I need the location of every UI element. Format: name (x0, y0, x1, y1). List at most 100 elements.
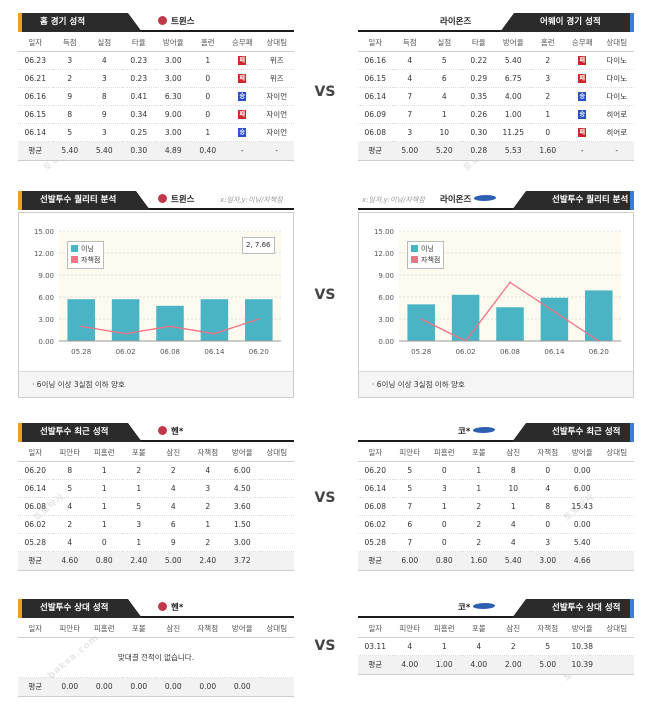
column-header: 포볼 (461, 444, 496, 462)
left-team-name: 트윈스 (158, 15, 194, 27)
table-cell: 0 (427, 461, 462, 480)
table-cell: 3 (427, 479, 462, 498)
average-cell (599, 655, 634, 674)
column-header: 상대팀 (599, 34, 634, 52)
table-cell (259, 461, 294, 480)
table-cell: 03.11 (358, 637, 393, 656)
y-tick-label: 9.00 (378, 272, 394, 280)
chart-legend: 이닝 자책점 (407, 241, 445, 269)
average-row: 평균 0.00 0.00 0.00 0.00 0.00 0.00 (18, 677, 294, 696)
table-cell: 4 (52, 497, 87, 516)
column-header: 상대팀 (259, 34, 294, 52)
table-cell: 0.25 (121, 123, 156, 142)
column-header: 일자 (358, 444, 393, 462)
y-tick-label: 9.00 (38, 272, 54, 280)
chart-canvas: 15.00 12.00 9.00 6.00 3.00 0.00 05.28 06.02 06.0… (374, 228, 621, 356)
table-cell: 9 (87, 105, 122, 124)
table-cell: 다이노 (599, 87, 634, 106)
average-cell (259, 677, 294, 696)
column-header: 득점 (392, 34, 427, 52)
vs-label: VS (314, 287, 336, 303)
column-header: 타율 (461, 34, 496, 52)
table-cell: 1 (427, 105, 462, 124)
table-cell: 0 (427, 515, 462, 534)
right-h2h-table: 일자 피안타 피홈런 포볼 삼진 자책점 방어율 상대팀 03.11 4 1 4 2 5 10.38 평균 4.… (358, 620, 634, 675)
table-cell: 0 (190, 105, 225, 124)
average-cell: 5.53 (496, 141, 531, 160)
table-cell: 0.23 (121, 51, 156, 70)
table-cell: 4.00 (496, 87, 531, 106)
table-cell: 4 (392, 637, 427, 656)
table-cell: 0.34 (121, 105, 156, 124)
left-recent-table: 일자 피안타 피홈런 포볼 삼진 자책점 방어율 상대팀 06.20 8 1 2 2 4 6.00 06.14… (18, 444, 294, 571)
win-badge: 승 (578, 92, 587, 101)
chart-comment: · 6이닝 이상 3실점 이하 양호 (19, 371, 293, 397)
table-cell: 3.00 (225, 533, 260, 552)
table-cell: 3.00 (156, 123, 191, 142)
average-cell: 5.40 (496, 551, 531, 570)
average-cell (599, 551, 634, 570)
y-tick-label: 12.00 (34, 250, 54, 258)
column-header: 삼진 (156, 620, 191, 638)
table-cell: 4 (461, 637, 496, 656)
earned-runs-point (213, 332, 216, 335)
average-cell: 평균 (358, 655, 393, 674)
table-cell: 06.08 (358, 123, 393, 142)
table-row: 06.08 7 1 2 1 8 15.43 (358, 497, 634, 516)
table-row: 06.20 5 0 1 8 0 0.00 (358, 461, 634, 480)
table-cell: 5 (121, 497, 156, 516)
x-tick-label: 06.14 (204, 348, 225, 356)
innings-bar (67, 299, 95, 341)
innings-bar (585, 290, 613, 341)
innings-bar (540, 297, 569, 341)
innings-bar (496, 307, 524, 341)
result-cell: 승 (565, 87, 600, 106)
table-row: 05.28 4 0 1 9 2 3.00 (18, 533, 294, 552)
table-cell: 7 (392, 87, 427, 106)
loss-badge: 패 (578, 56, 587, 65)
recent-title: 선발투수 최근 성적 (18, 423, 142, 442)
column-header: 방어율 (565, 444, 600, 462)
table-cell: 15.43 (565, 497, 600, 516)
table-cell: 0.29 (461, 69, 496, 88)
average-cell: 3.72 (225, 551, 260, 570)
column-header: 피안타 (392, 620, 427, 638)
table-cell (259, 479, 294, 498)
table-row: 06.21 2 3 0.23 3.00 0 패 위즈 (18, 69, 294, 88)
win-badge: 승 (238, 128, 247, 137)
x-tick-label: 06.08 (500, 348, 520, 356)
right-pitcher-name: 코* (458, 601, 497, 613)
average-cell (259, 551, 294, 570)
vs-label: VS (314, 638, 336, 654)
innings-bar (111, 299, 140, 341)
table-cell: 06.16 (18, 87, 53, 106)
table-row: 06.15 4 6 0.29 6.75 3 패 다이노 (358, 69, 634, 88)
loss-badge: 패 (238, 56, 247, 65)
table-cell (599, 461, 634, 480)
right-team-name: 라이온즈 (440, 17, 472, 27)
table-cell: 1 (190, 123, 225, 142)
home-record-header: 홈 경기 성적 트윈스 (18, 12, 294, 32)
loss-badge: 패 (238, 74, 247, 83)
average-cell: 4.00 (392, 655, 427, 674)
table-cell: 2 (496, 637, 531, 656)
table-cell: 06.14 (358, 479, 393, 498)
table-row: 06.14 7 4 0.35 4.00 2 승 다이노 (358, 87, 634, 106)
result-cell: 승 (225, 87, 260, 106)
table-cell: 4 (190, 461, 225, 480)
result-cell: 패 (565, 51, 600, 70)
table-cell: 06.02 (358, 515, 393, 534)
table-cell: 3 (121, 515, 156, 534)
result-cell: 패 (565, 123, 600, 142)
column-header: 방어율 (156, 34, 191, 52)
table-cell: 8 (87, 87, 122, 106)
right-h2h-header: 코* 선발투수 상대 성적 (358, 598, 634, 618)
twins-logo-icon (158, 16, 167, 25)
earned-runs-point (258, 318, 260, 320)
table-cell: 06.23 (18, 51, 53, 70)
column-header: 방어율 (225, 444, 260, 462)
column-header: 방어율 (565, 620, 600, 638)
table-cell: 2 (530, 87, 565, 106)
table-row: 06.08 4 1 5 4 2 3.60 (18, 497, 294, 516)
table-cell: 2 (461, 533, 496, 552)
